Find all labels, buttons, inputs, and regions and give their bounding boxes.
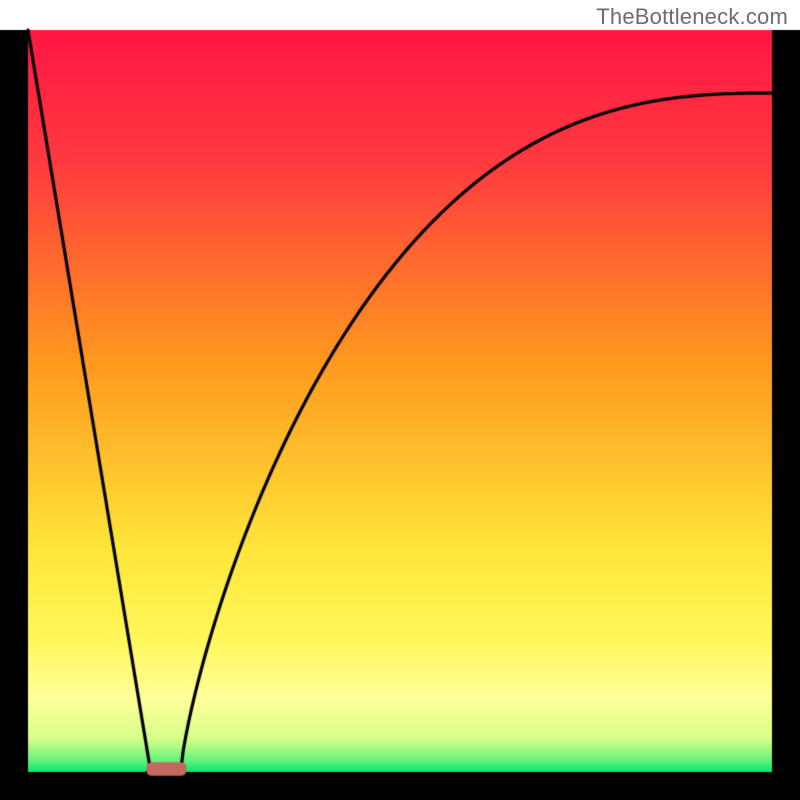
chart-container: TheBottleneck.com — [0, 0, 800, 800]
watermark-text: TheBottleneck.com — [596, 4, 788, 30]
bottleneck-chart — [0, 0, 800, 800]
